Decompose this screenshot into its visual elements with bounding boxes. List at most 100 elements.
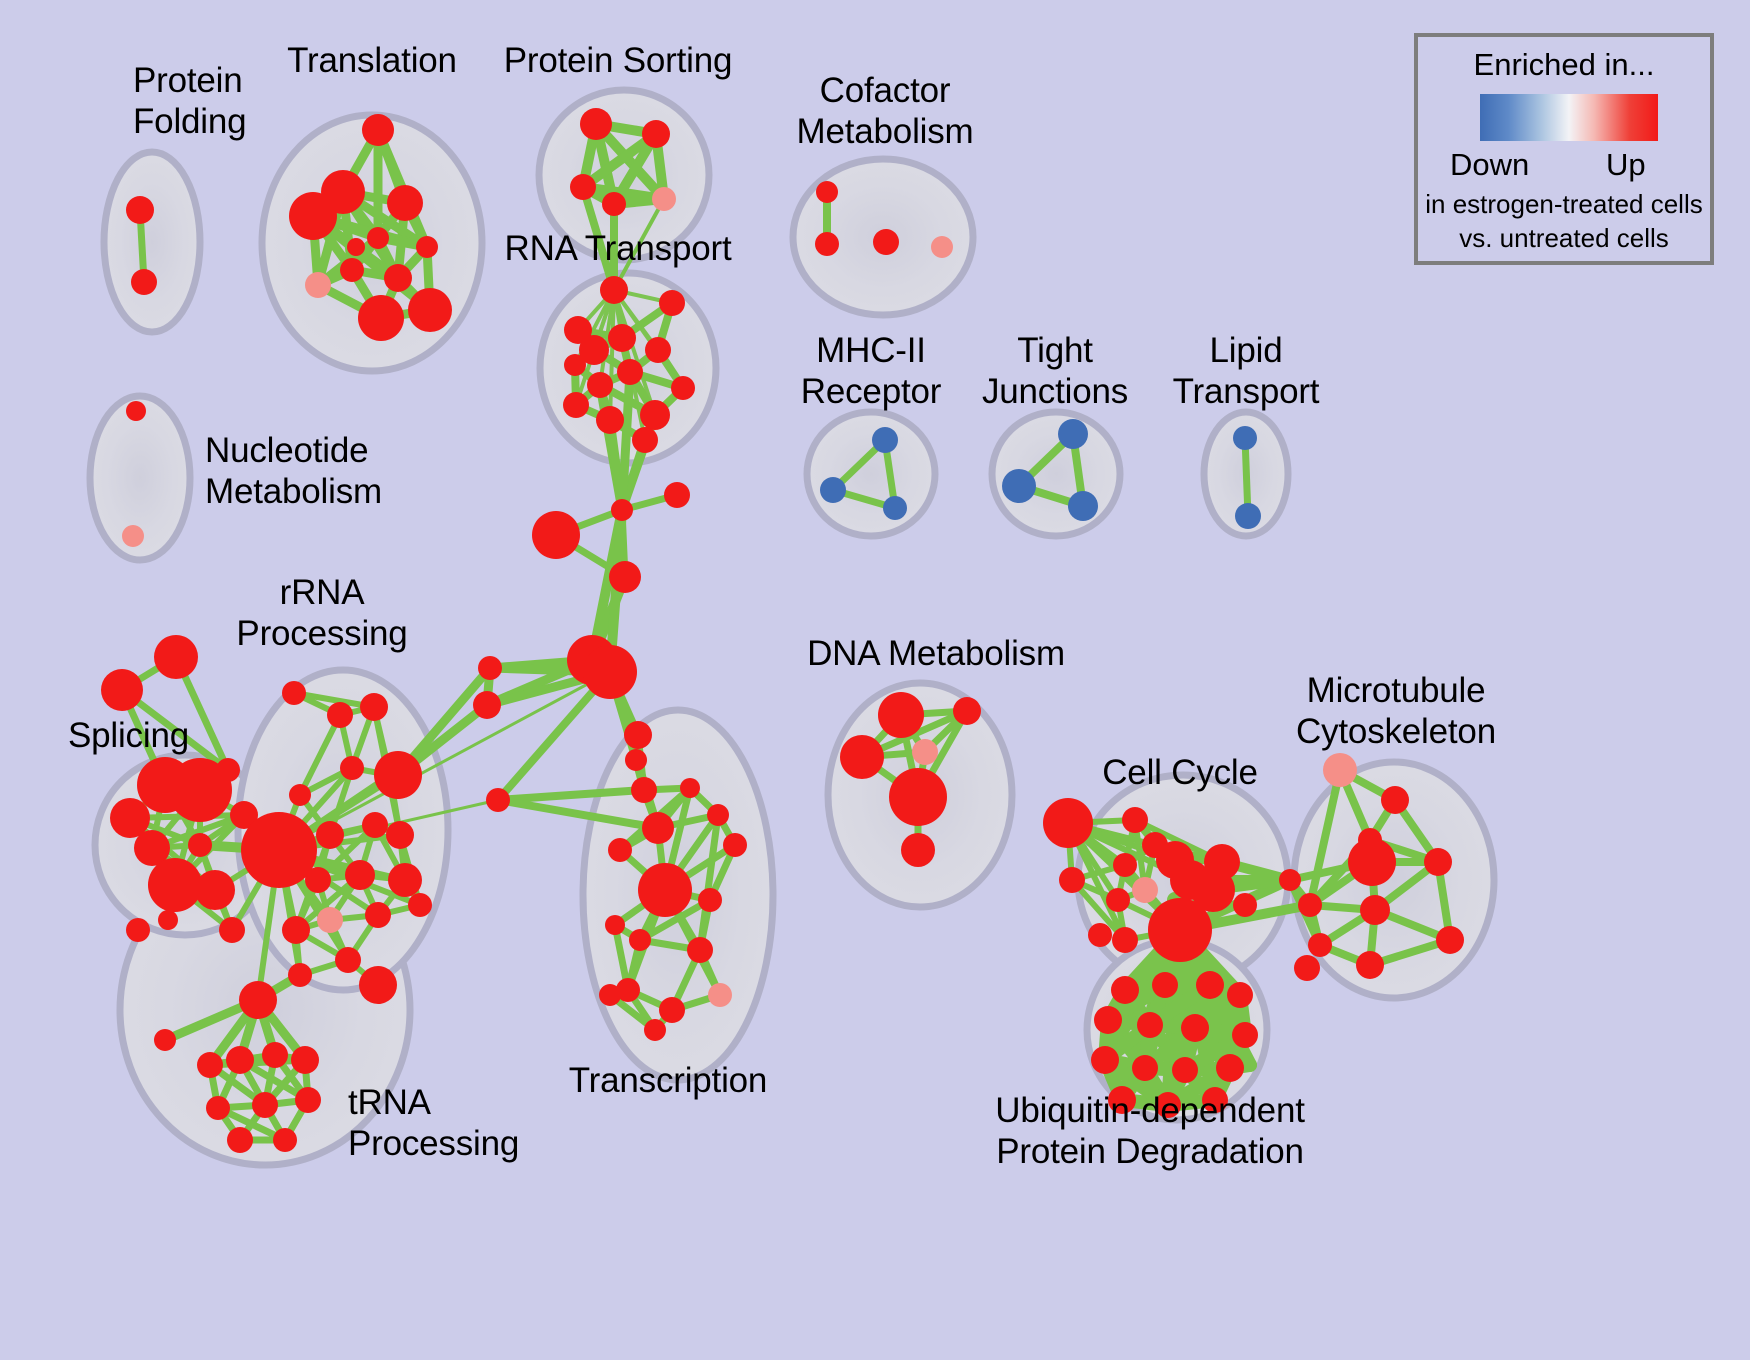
node xyxy=(659,997,685,1023)
node xyxy=(820,477,846,503)
node xyxy=(1279,869,1301,891)
node xyxy=(288,963,312,987)
node xyxy=(1436,926,1464,954)
cluster-label-translation: Translation xyxy=(287,41,457,80)
cluster-label-cofactor-metabolism: Cofactor Metabolism xyxy=(796,71,974,151)
cluster-label-trna-processing: tRNA Processing xyxy=(348,1083,520,1163)
node xyxy=(605,915,625,935)
node xyxy=(1323,753,1357,787)
node xyxy=(340,756,364,780)
node xyxy=(317,907,343,933)
node xyxy=(1058,419,1088,449)
node xyxy=(359,966,397,1004)
node xyxy=(1202,1087,1228,1113)
node xyxy=(384,264,412,292)
node xyxy=(583,645,637,699)
node xyxy=(226,1046,254,1074)
node xyxy=(1091,1046,1119,1074)
node xyxy=(1043,798,1093,848)
node xyxy=(1233,426,1257,450)
cluster-ellipse-protein-folding xyxy=(100,148,204,336)
node xyxy=(1294,955,1320,981)
node xyxy=(365,902,391,928)
node xyxy=(587,372,613,398)
node xyxy=(134,830,170,866)
node xyxy=(478,656,502,680)
cluster-label-lipid-transport: Lipid Transport xyxy=(1172,331,1320,411)
cluster-label-splicing: Splicing xyxy=(68,716,189,755)
node xyxy=(101,669,143,711)
node xyxy=(600,276,628,304)
node xyxy=(698,888,722,912)
node xyxy=(374,751,422,799)
node xyxy=(1106,888,1130,912)
node xyxy=(617,359,643,385)
node xyxy=(616,978,640,1002)
node xyxy=(878,692,924,738)
node xyxy=(659,290,685,316)
node xyxy=(154,1029,176,1051)
node xyxy=(723,833,747,857)
legend-subtitle-line-2: vs. untreated cells xyxy=(1459,223,1669,253)
node xyxy=(815,232,839,256)
node xyxy=(580,108,612,140)
node xyxy=(599,984,621,1006)
node xyxy=(486,788,510,812)
node xyxy=(840,735,884,779)
node xyxy=(230,801,258,829)
node xyxy=(901,833,935,867)
node xyxy=(1132,877,1158,903)
node xyxy=(563,392,589,418)
node xyxy=(1111,976,1139,1004)
legend-color-gradient-bar xyxy=(1480,94,1658,141)
node xyxy=(126,918,150,942)
node xyxy=(289,784,311,806)
legend-down-label: Down xyxy=(1450,147,1530,182)
node xyxy=(126,196,154,224)
node xyxy=(1348,838,1396,886)
node xyxy=(1360,895,1390,925)
node xyxy=(629,929,651,951)
node xyxy=(131,269,157,295)
node xyxy=(154,635,198,679)
network-nodes xyxy=(101,108,1464,1153)
node xyxy=(386,821,414,849)
node xyxy=(883,496,907,520)
node xyxy=(640,400,670,430)
node xyxy=(1113,853,1137,877)
node xyxy=(564,316,592,344)
node xyxy=(362,114,394,146)
node xyxy=(295,1087,321,1113)
legend-subtitle-line-1: in estrogen-treated cells xyxy=(1425,189,1703,219)
cluster-ellipse-nucleotide xyxy=(86,392,194,564)
node xyxy=(579,335,609,365)
node xyxy=(305,867,331,893)
node xyxy=(219,917,245,943)
node xyxy=(632,427,658,453)
cluster-label-dna-metabolism: DNA Metabolism xyxy=(807,634,1065,673)
node xyxy=(642,812,674,844)
node xyxy=(362,812,388,838)
node xyxy=(340,258,364,282)
node xyxy=(1308,933,1332,957)
node xyxy=(367,227,389,249)
node xyxy=(912,739,938,765)
node xyxy=(197,1052,223,1078)
node xyxy=(291,1046,319,1074)
node xyxy=(188,833,212,857)
node xyxy=(708,983,732,1007)
node xyxy=(631,777,657,803)
node xyxy=(1137,1012,1163,1038)
node xyxy=(126,401,146,421)
node xyxy=(345,860,375,890)
node xyxy=(408,893,432,917)
node xyxy=(1152,972,1178,998)
node xyxy=(707,804,729,826)
cluster-label-protein-sorting: Protein Sorting xyxy=(503,41,733,80)
node xyxy=(638,863,692,917)
node xyxy=(416,236,438,258)
node xyxy=(360,693,388,721)
node xyxy=(611,499,633,521)
node xyxy=(1381,786,1409,814)
node xyxy=(335,947,361,973)
